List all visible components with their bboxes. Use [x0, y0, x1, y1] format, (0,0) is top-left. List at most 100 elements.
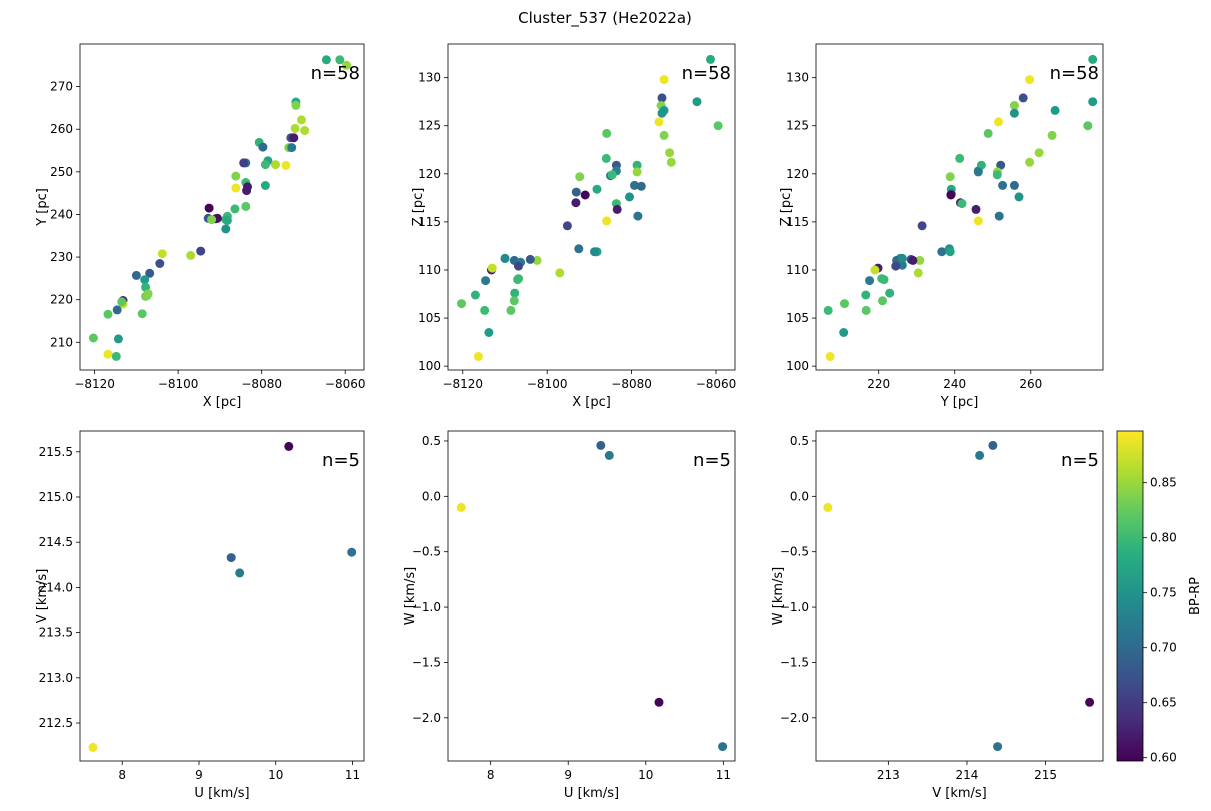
data-point	[825, 352, 835, 361]
data-point	[1009, 101, 1019, 110]
y-tick-label: 214.0	[39, 580, 73, 594]
data-point	[973, 216, 983, 226]
data-point	[300, 126, 310, 135]
data-point	[937, 247, 947, 257]
data-point	[506, 305, 516, 315]
count-annotation: n=5	[322, 450, 360, 471]
y-tick-label: −0.5	[780, 545, 809, 559]
data-point	[241, 201, 251, 211]
y-tick-label: −2.0	[412, 711, 441, 725]
data-point	[632, 160, 642, 170]
data-point	[231, 183, 241, 193]
y-tick-label: 240	[50, 207, 73, 221]
colorbar-ticks: 0.60 0.65 0.70 0.75 0.80 0.85	[1143, 476, 1177, 765]
data-point	[235, 568, 245, 578]
data-point	[296, 115, 306, 125]
data-point	[654, 117, 664, 127]
x-tick-label: 10	[638, 768, 653, 782]
data-point	[103, 309, 113, 319]
y-tick-label: 120	[418, 167, 441, 181]
data-point	[654, 697, 664, 707]
data-point	[196, 246, 206, 256]
x-tick-label: 9	[195, 768, 203, 782]
y-axis-label: W [km/s]	[771, 567, 786, 625]
data-point	[342, 60, 351, 70]
data-point	[481, 276, 491, 286]
data-point	[88, 333, 98, 343]
x-tick-label: 220	[867, 377, 890, 391]
y-tick-label: 270	[50, 80, 73, 94]
x-tick-label: −8100	[158, 377, 199, 391]
count-annotation: n=58	[682, 63, 731, 84]
x-axis-label: U [km/s]	[564, 786, 619, 801]
y-axis-label: Y [pc]	[35, 188, 50, 227]
data-point	[913, 268, 923, 278]
colorbar-tick-label: 0.80	[1150, 531, 1177, 545]
data-point	[290, 123, 300, 133]
y-tick-label: 100	[786, 359, 809, 373]
data-point	[612, 204, 622, 214]
data-point	[1088, 54, 1098, 64]
data-point	[231, 171, 241, 181]
data-point	[347, 547, 357, 557]
y-tick-label: 215.5	[39, 445, 73, 459]
colorbar: 0.60 0.65 0.70 0.75 0.80 0.85 BP-RP	[1116, 430, 1203, 765]
data-point	[230, 204, 240, 214]
data-point	[117, 297, 127, 307]
data-point	[840, 299, 849, 309]
subplot-6: 213 214 215 −2.0 −1.5 −1.0 −0.5 0.0 0.5 V [km/s] W…	[771, 430, 1104, 801]
data-point	[574, 244, 584, 254]
data-point	[532, 255, 542, 265]
data-point	[659, 130, 669, 140]
data-point	[945, 247, 955, 257]
scatter-points	[88, 55, 351, 361]
scatter-points	[457, 54, 723, 361]
y-axis-label: W [km/s]	[403, 567, 418, 625]
figure-title: Cluster_537 (He2022a)	[518, 9, 692, 28]
y-tick-label: 120	[786, 167, 809, 181]
x-tick-label: −8080	[241, 377, 282, 391]
subplot-1: −8120 −8100 −8080 −8060 210 220 230 240 250 260 27…	[35, 43, 366, 410]
x-tick-label: 214	[956, 768, 979, 782]
x-axis-label: U [km/s]	[194, 786, 249, 801]
data-point	[562, 221, 572, 231]
x-tick-label: 10	[268, 768, 283, 782]
y-tick-label: 105	[418, 311, 441, 325]
data-point	[625, 192, 634, 202]
data-point	[971, 204, 981, 214]
count-annotation: n=58	[311, 63, 360, 84]
data-point	[998, 180, 1008, 190]
x-tick-label: 213	[877, 768, 900, 782]
data-point	[487, 263, 497, 273]
data-point	[500, 253, 510, 263]
colorbar-gradient	[1116, 430, 1144, 762]
data-point	[155, 259, 165, 268]
subplot-5: 8 9 10 11 −2.0 −1.5 −1.0 −0.5 0.0 0.5 U [km/s] W [k…	[403, 430, 736, 801]
data-point	[1025, 75, 1035, 85]
data-point	[945, 172, 955, 182]
data-point	[988, 440, 998, 450]
data-point	[284, 441, 294, 451]
data-point	[865, 276, 875, 286]
axes-frame	[815, 43, 1104, 371]
data-point	[137, 309, 147, 319]
data-point	[823, 502, 833, 512]
data-point	[239, 158, 249, 168]
colorbar-tick-label: 0.65	[1150, 696, 1177, 710]
data-point	[260, 181, 270, 190]
y-tick-label: 210	[50, 335, 73, 349]
data-point	[509, 296, 519, 306]
data-point	[571, 198, 581, 208]
data-point	[271, 160, 280, 170]
data-point	[1050, 105, 1060, 115]
y-tick-label: 125	[786, 119, 809, 133]
y-tick-label: 0.5	[422, 434, 441, 448]
data-point	[996, 160, 1006, 170]
data-point	[957, 199, 967, 209]
data-point	[659, 75, 669, 85]
data-point	[870, 265, 880, 275]
data-point	[878, 296, 887, 306]
x-axis-label: X [pc]	[572, 395, 611, 410]
axes-frame	[79, 43, 365, 371]
data-point	[287, 143, 297, 153]
